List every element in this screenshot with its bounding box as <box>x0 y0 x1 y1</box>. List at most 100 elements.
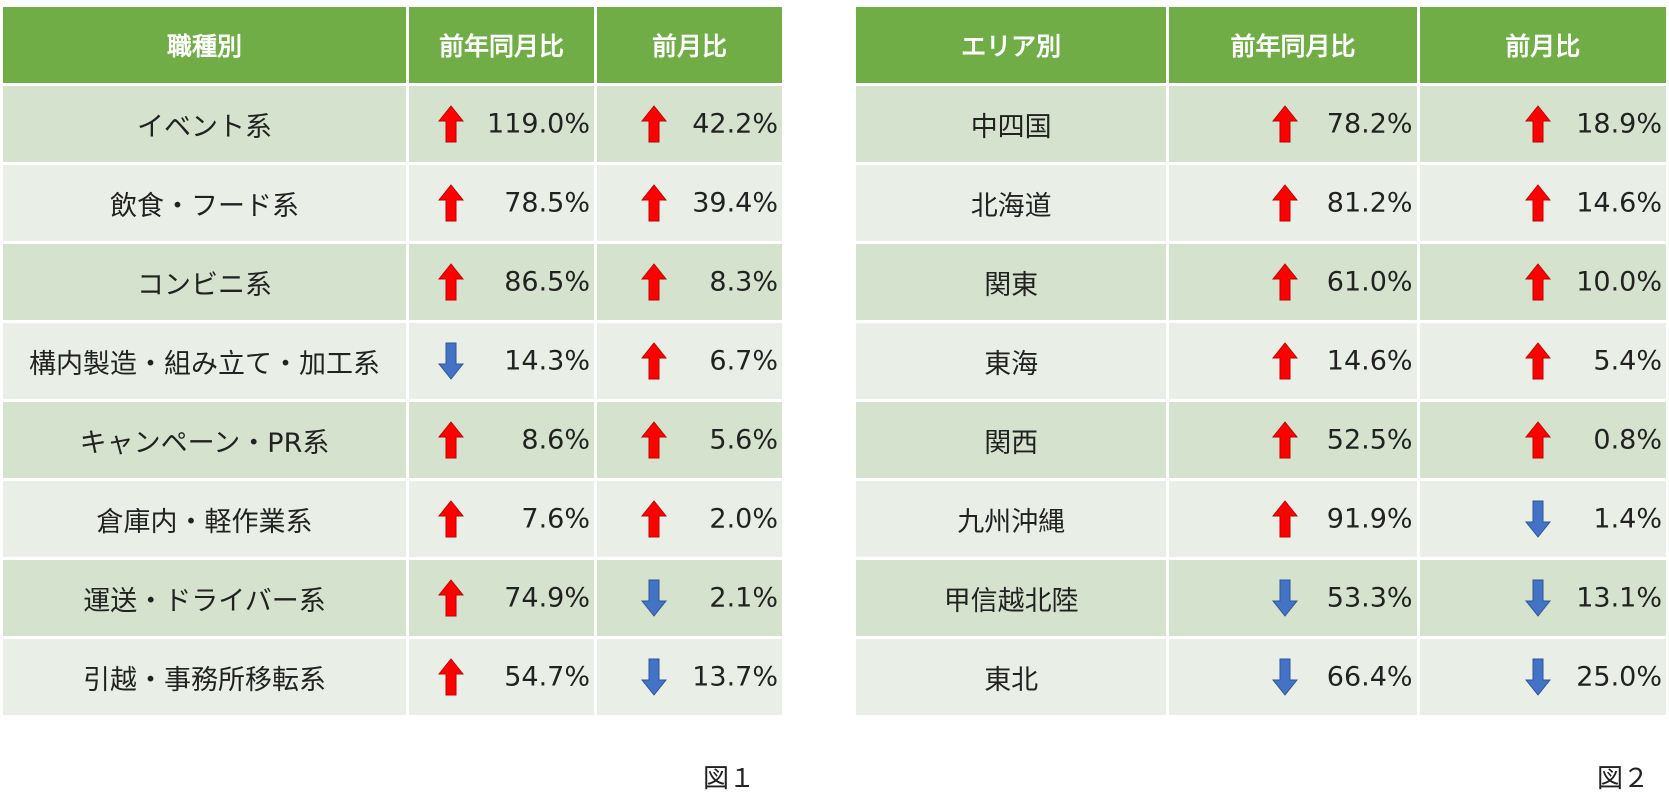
yoy-value: 14.6% <box>1326 345 1413 377</box>
row-label: 中四国 <box>852 83 1170 165</box>
mom-cell: 13.1% <box>1416 557 1669 639</box>
table-row: 中四国 78.2% 18.9% <box>852 83 1669 165</box>
figure-caption-1: 図１ <box>703 764 756 794</box>
mom-value: 5.6% <box>709 424 778 456</box>
yoy-value: 78.2% <box>1326 108 1413 140</box>
arrow-up-icon <box>1524 421 1551 459</box>
arrow-up-icon <box>641 105 667 143</box>
yoy-value: 7.6% <box>521 503 590 535</box>
row-label: 関東 <box>852 241 1170 323</box>
arrow-up-icon <box>1524 184 1551 222</box>
row-label: 東海 <box>852 320 1170 402</box>
area-table: エリア別 前年同月比 前月比 中四国 78.2% 18.9% 北海道 81.2% 14.6… <box>852 4 1669 718</box>
arrow-up-icon <box>1272 105 1299 143</box>
mom-cell: 6.7% <box>594 320 785 402</box>
table-row: 九州沖縄 91.9% 1.4% <box>852 478 1669 560</box>
mom-cell: 0.8% <box>1416 399 1669 481</box>
arrow-down-icon <box>1524 658 1551 696</box>
yoy-cell: 66.4% <box>1166 636 1420 718</box>
mom-cell: 2.1% <box>594 557 785 639</box>
yoy-cell: 78.5% <box>406 162 597 244</box>
yoy-value: 91.9% <box>1326 503 1413 535</box>
arrow-up-icon <box>1524 263 1551 301</box>
yoy-value: 54.7% <box>504 661 590 693</box>
row-label: 九州沖縄 <box>852 478 1170 560</box>
row-label: コンビニ系 <box>0 241 409 323</box>
yoy-cell: 53.3% <box>1166 557 1420 639</box>
yoy-cell: 52.5% <box>1166 399 1420 481</box>
table-row: 飲食・フード系 78.5% 39.4% <box>0 162 785 244</box>
row-label: イベント系 <box>0 83 409 165</box>
table-row: イベント系 119.0% 42.2% <box>0 83 785 165</box>
yoy-value: 78.5% <box>504 187 590 219</box>
mom-value: 5.4% <box>1593 345 1662 377</box>
mom-cell: 5.4% <box>1416 320 1669 402</box>
yoy-cell: 61.0% <box>1166 241 1420 323</box>
yoy-value: 66.4% <box>1326 661 1413 693</box>
header-mom: 前月比 <box>594 4 785 86</box>
table-row: 構内製造・組み立て・加工系 14.3% 6.7% <box>0 320 785 402</box>
mom-value: 10.0% <box>1576 266 1662 298</box>
mom-cell: 2.0% <box>594 478 785 560</box>
row-label: キャンペーン・PR系 <box>0 399 409 481</box>
table-row: 東北 66.4% 25.0% <box>852 636 1669 718</box>
yoy-cell: 119.0% <box>406 83 597 165</box>
mom-value: 2.0% <box>709 503 778 535</box>
yoy-value: 86.5% <box>504 266 590 298</box>
table-row: 引越・事務所移転系 54.7% 13.7% <box>0 636 785 718</box>
arrow-up-icon <box>1272 184 1299 222</box>
arrow-up-icon <box>641 342 667 380</box>
arrow-up-icon <box>438 105 464 143</box>
row-label: 飲食・フード系 <box>0 162 409 244</box>
figure-caption-2: 図２ <box>1597 764 1650 794</box>
header-yoy: 前年同月比 <box>1166 4 1420 86</box>
mom-cell: 10.0% <box>1416 241 1669 323</box>
yoy-cell: 7.6% <box>406 478 597 560</box>
row-label: 構内製造・組み立て・加工系 <box>0 320 409 402</box>
yoy-value: 74.9% <box>504 582 590 614</box>
mom-cell: 1.4% <box>1416 478 1669 560</box>
mom-value: 0.8% <box>1593 424 1662 456</box>
job-type-table: 職種別 前年同月比 前月比 イベント系 119.0% 42.2% 飲食・フード系 78.… <box>0 4 785 718</box>
mom-value: 18.9% <box>1576 108 1662 140</box>
header-area: エリア別 <box>852 4 1170 86</box>
arrow-down-icon <box>641 658 667 696</box>
arrow-up-icon <box>438 263 464 301</box>
header-yoy: 前年同月比 <box>406 4 597 86</box>
mom-value: 13.7% <box>692 661 778 693</box>
yoy-cell: 14.6% <box>1166 320 1420 402</box>
arrow-up-icon <box>438 421 464 459</box>
arrow-up-icon <box>641 263 667 301</box>
yoy-value: 81.2% <box>1326 187 1413 219</box>
arrow-down-icon <box>438 342 464 380</box>
arrow-down-icon <box>1272 579 1299 617</box>
row-label: 東北 <box>852 636 1170 718</box>
yoy-value: 14.3% <box>504 345 590 377</box>
mom-value: 2.1% <box>709 582 778 614</box>
mom-value: 42.2% <box>692 108 778 140</box>
mom-cell: 13.7% <box>594 636 785 718</box>
yoy-cell: 14.3% <box>406 320 597 402</box>
arrow-up-icon <box>641 421 667 459</box>
arrow-up-icon <box>1272 421 1299 459</box>
arrow-up-icon <box>438 500 464 538</box>
arrow-up-icon <box>438 579 464 617</box>
table-row: キャンペーン・PR系 8.6% 5.6% <box>0 399 785 481</box>
mom-value: 13.1% <box>1576 582 1662 614</box>
arrow-up-icon <box>1524 342 1551 380</box>
mom-cell: 8.3% <box>594 241 785 323</box>
yoy-cell: 8.6% <box>406 399 597 481</box>
row-label: 関西 <box>852 399 1170 481</box>
table-row: 倉庫内・軽作業系 7.6% 2.0% <box>0 478 785 560</box>
mom-cell: 5.6% <box>594 399 785 481</box>
row-label: 北海道 <box>852 162 1170 244</box>
row-label: 引越・事務所移転系 <box>0 636 409 718</box>
yoy-cell: 86.5% <box>406 241 597 323</box>
arrow-up-icon <box>1272 263 1299 301</box>
arrow-up-icon <box>438 184 464 222</box>
yoy-cell: 54.7% <box>406 636 597 718</box>
header-row: エリア別 前年同月比 前月比 <box>852 4 1669 86</box>
arrow-up-icon <box>438 658 464 696</box>
yoy-cell: 78.2% <box>1166 83 1420 165</box>
arrow-down-icon <box>1272 658 1299 696</box>
